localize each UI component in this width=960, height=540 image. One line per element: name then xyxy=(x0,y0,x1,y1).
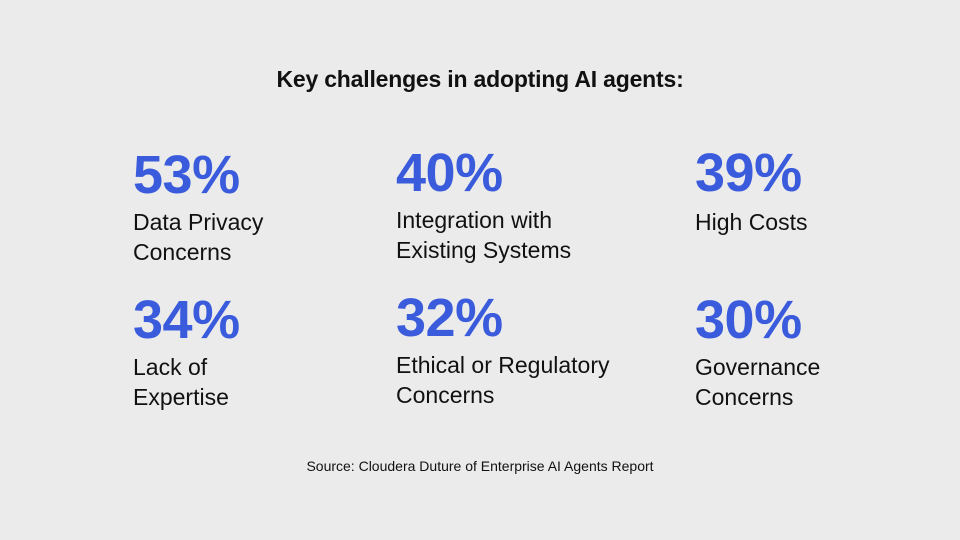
stat-label-line: Governance xyxy=(695,354,821,380)
stat-label: Governance Concerns xyxy=(695,352,820,412)
stat-ethical-regulatory: 32% Ethical or Regulatory Concerns xyxy=(396,290,610,410)
stat-label-line: Expertise xyxy=(133,384,229,410)
stat-label: High Costs xyxy=(695,207,807,237)
stat-high-costs: 39% High Costs xyxy=(695,145,807,237)
stat-value: 34% xyxy=(133,290,240,350)
chart-title: Key challenges in adopting AI agents: xyxy=(276,66,684,92)
stat-value: 53% xyxy=(133,145,240,205)
stat-integration: 40% Integration with Existing Systems xyxy=(396,145,571,265)
stat-label-line: Data Privacy xyxy=(133,209,264,235)
source-note: Source: Cloudera Duture of Enterprise AI… xyxy=(306,458,654,474)
stat-label-line: High Costs xyxy=(695,209,808,235)
stat-value: 39% xyxy=(695,143,802,203)
stat-label: Data Privacy Concerns xyxy=(133,207,263,267)
stat-label-line: Existing Systems xyxy=(396,237,572,263)
stat-label-line: Concerns xyxy=(396,382,495,408)
stat-lack-of-expertise: 34% Lack of Expertise xyxy=(133,292,240,412)
stat-value: 30% xyxy=(695,290,802,350)
stat-label: Integration with Existing Systems xyxy=(396,205,571,265)
stat-label-line: Lack of xyxy=(133,354,208,380)
stat-value: 32% xyxy=(396,288,503,348)
stat-label: Ethical or Regulatory Concerns xyxy=(396,350,610,410)
stat-label: Lack of Expertise xyxy=(133,352,240,412)
stat-governance: 30% Governance Concerns xyxy=(695,292,820,412)
stat-label-line: Ethical or Regulatory xyxy=(396,352,610,378)
stat-label-line: Integration with xyxy=(396,207,552,233)
stat-data-privacy: 53% Data Privacy Concerns xyxy=(133,147,263,267)
stat-label-line: Concerns xyxy=(695,384,794,410)
stat-value: 40% xyxy=(396,143,503,203)
stat-label-line: Concerns xyxy=(133,239,232,265)
